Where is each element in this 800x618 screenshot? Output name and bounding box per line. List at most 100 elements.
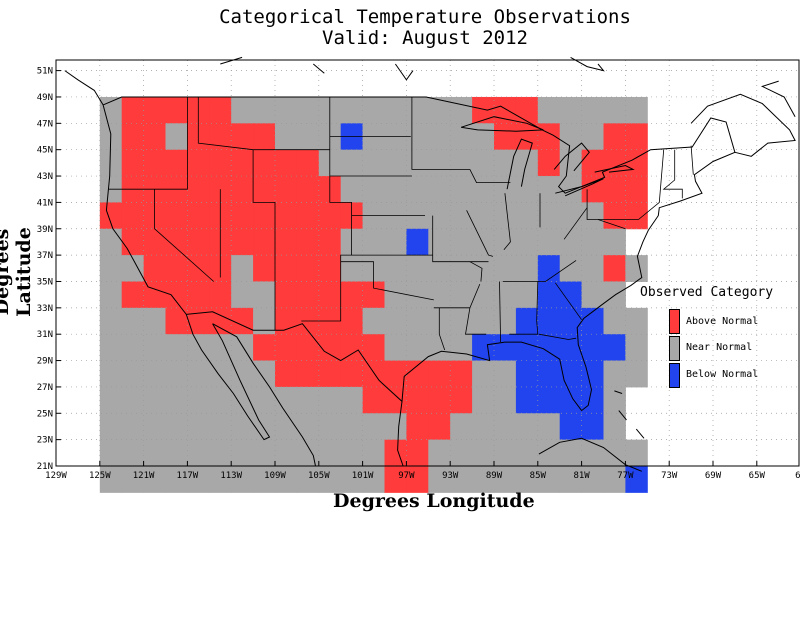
grid-cell (625, 334, 648, 362)
grid-cell (275, 439, 298, 467)
grid-cell (384, 255, 407, 282)
grid-cell (165, 255, 188, 282)
grid-cell (99, 307, 123, 335)
grid-cell (450, 334, 473, 362)
x-tick-label: 93W (442, 471, 459, 481)
grid-cell (472, 202, 495, 230)
grid-cell (428, 176, 451, 203)
x-tick-label: 81W (573, 471, 590, 481)
grid-cell (318, 334, 342, 362)
state-boundary (340, 261, 434, 301)
grid-cell (494, 334, 517, 362)
grid-cell (515, 149, 539, 177)
grid-cell (450, 413, 473, 441)
state-boundary (499, 281, 501, 343)
grid-cell (318, 255, 342, 282)
grid-cell (275, 307, 298, 335)
grid-cell (494, 149, 517, 177)
grid-cell (99, 360, 123, 388)
grid-cell (99, 255, 123, 282)
legend-title: Observed Category (640, 285, 774, 300)
grid-cell (581, 123, 604, 151)
baja-coast (185, 314, 271, 441)
grid-cell (275, 413, 298, 441)
grid-cell (428, 96, 451, 124)
james-bay-coast (570, 56, 605, 72)
grid-cell (121, 255, 145, 282)
lake-michigan (506, 138, 533, 190)
grid-cell (143, 439, 166, 467)
grid-cell (603, 255, 626, 282)
grid-cell (121, 123, 145, 151)
grid-cell (121, 202, 145, 230)
grid-cell (494, 123, 517, 151)
grid-cell (384, 281, 407, 309)
grid-cell (515, 228, 539, 256)
grid-cell (275, 281, 298, 309)
grid-cell (296, 360, 320, 388)
grid-cell (581, 96, 604, 124)
grid-cell (209, 386, 232, 414)
grid-cell (428, 466, 451, 493)
grid-cell (625, 307, 648, 335)
grid-cell (318, 228, 342, 256)
grid-cell (362, 334, 385, 362)
grid-cell (362, 176, 385, 203)
grid-cell (428, 360, 451, 388)
state-boundary (411, 97, 470, 170)
grid-cell (99, 202, 123, 230)
grid-cell (559, 281, 583, 309)
grid-cell (231, 360, 254, 388)
grid-cell (275, 149, 298, 177)
grid-cell (231, 228, 254, 256)
state-boundary (197, 97, 254, 151)
grid-cell (253, 281, 276, 309)
grid-cell (340, 307, 364, 335)
grid-cell (428, 202, 451, 230)
grid-cell (559, 386, 583, 414)
grid-cell (187, 307, 210, 335)
grid-cell (318, 466, 342, 493)
grid-cell (296, 413, 320, 441)
grid-cell (362, 466, 385, 493)
grid-cell (99, 334, 123, 362)
grid-cell (472, 439, 495, 467)
state-boundary (252, 149, 276, 331)
grid-cell (121, 413, 145, 441)
mexico-pacific-coast (212, 323, 316, 467)
vancouver-coast (64, 70, 104, 106)
grid-cell (187, 360, 210, 388)
grid-cell (275, 228, 298, 256)
grid-cell (275, 334, 298, 362)
grid-cell (450, 386, 473, 414)
grid-cell (537, 149, 561, 177)
y-tick-label: 41N (37, 198, 53, 208)
grid-cell (275, 96, 298, 124)
grid-cell (143, 96, 166, 124)
grid-cell (121, 334, 145, 362)
grid-cell (296, 281, 320, 309)
x-tick-label: 117W (177, 471, 199, 481)
grid-cell (537, 123, 561, 151)
state-boundary (586, 189, 639, 220)
grid-cell (143, 281, 166, 309)
grid-cell (406, 307, 429, 335)
state-boundary (502, 260, 577, 282)
y-tick-label: 29N (37, 357, 53, 367)
grid-cell (231, 96, 254, 124)
grid-cell (340, 255, 364, 282)
grid-cell (384, 307, 407, 335)
grid-cell (296, 96, 320, 124)
grid-cell (406, 466, 429, 493)
grid-cell (121, 466, 145, 493)
x-tick-label: 113W (220, 471, 242, 481)
grid-cell (450, 466, 473, 493)
grid-cell (231, 176, 254, 203)
state-boundary (509, 281, 539, 335)
grid-cell (406, 413, 429, 441)
grid-cell (296, 334, 320, 362)
lake-huron (553, 142, 590, 172)
grid-cell (515, 255, 539, 282)
grid-cell (559, 360, 583, 388)
grid-cell (143, 255, 166, 282)
